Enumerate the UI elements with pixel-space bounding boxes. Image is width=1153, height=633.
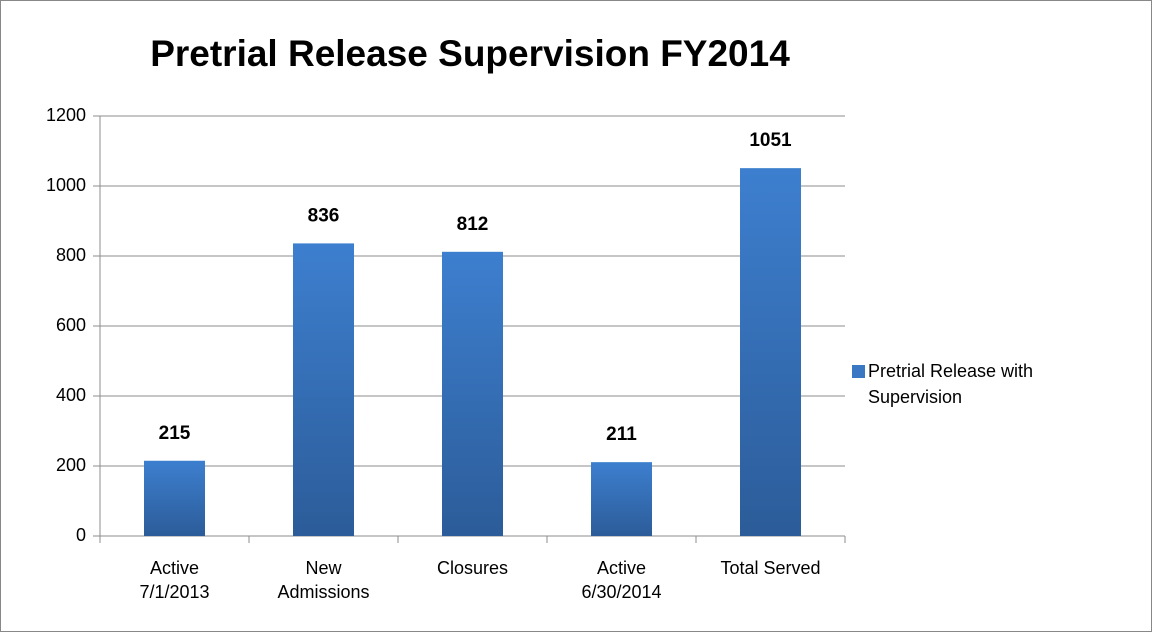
x-tick-label: New Admissions: [277, 558, 370, 602]
bar: [293, 243, 354, 536]
y-tick-label: 600: [56, 315, 86, 335]
chart-title: Pretrial Release Supervision FY2014: [150, 33, 790, 74]
x-tick-label: Active 6/30/2014: [581, 558, 662, 602]
y-tick-label: 400: [56, 385, 86, 405]
y-tick-label: 0: [76, 525, 86, 545]
y-tick-label: 800: [56, 245, 86, 265]
data-label: 812: [457, 214, 489, 235]
y-tick-label: 200: [56, 455, 86, 475]
x-tick-label: Active 7/1/2013: [139, 558, 210, 602]
legend-swatch: [852, 365, 865, 378]
data-label: 836: [308, 205, 340, 226]
bar: [442, 251, 503, 537]
bar: [144, 460, 205, 536]
legend-label: Pretrial Release with Supervision: [868, 361, 1034, 407]
data-label: 215: [159, 423, 191, 444]
y-tick-label: 1200: [46, 105, 86, 125]
y-tick-label: 1000: [46, 175, 86, 195]
x-tick-label: Total Served: [720, 558, 821, 578]
x-tick-label: Closures: [436, 558, 509, 578]
bar: [591, 462, 652, 536]
data-label: 1051: [749, 130, 792, 151]
bar: [740, 168, 801, 536]
data-label: 211: [606, 424, 637, 445]
